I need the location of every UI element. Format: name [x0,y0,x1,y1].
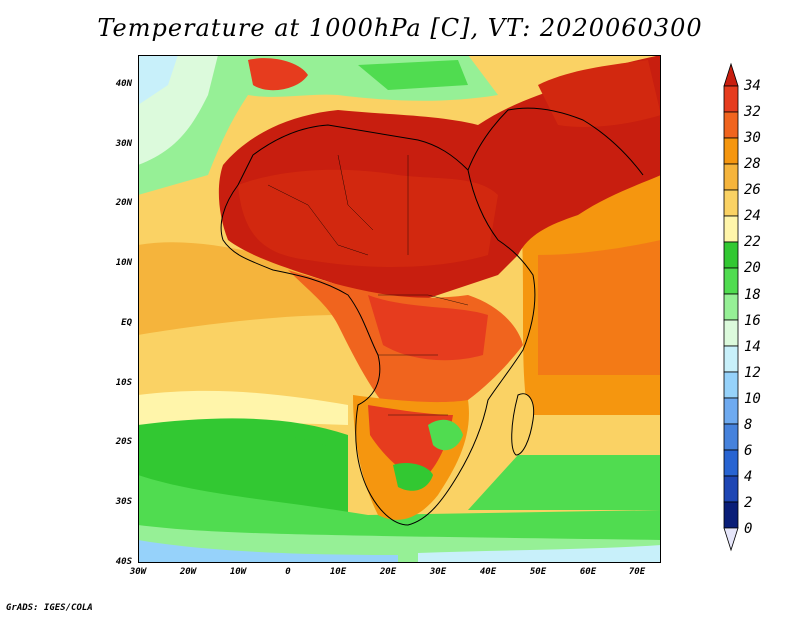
y-tick-label: 30N [115,139,132,149]
x-tick-label: 60E [579,567,597,577]
colorbar-segment [723,423,739,451]
colorbar-label: 0 [744,521,753,537]
colorbar-segment [723,475,739,503]
colorbar-label: 22 [744,234,761,250]
colorbar-segment [723,527,739,552]
map-title: Temperature at 1000hPa [C], VT: 20200603… [97,14,703,42]
colorbar-segment [723,293,739,321]
colorbar-segment [723,62,739,87]
colorbar-segment [723,397,739,425]
x-tick-label: 10W [229,567,247,577]
colorbar-label: 20 [744,260,761,276]
colorbar-segment [723,163,739,191]
colorbar-label: 34 [744,78,761,94]
colorbar-label: 16 [744,313,761,329]
y-tick-label: 30S [115,497,132,507]
x-tick-label: 10E [329,567,347,577]
colorbar-label: 24 [744,208,761,224]
colorbar-segment [723,267,739,295]
colorbar-segment [723,85,739,113]
x-tick-label: 40E [479,567,497,577]
colorbar-label: 8 [744,417,753,433]
colorbar-segment [723,345,739,373]
colorbar-segment [723,241,739,269]
country-borders [267,154,469,416]
colorbar-segment [723,137,739,165]
x-tick-label: 30E [429,567,447,577]
x-tick-label: 70E [628,567,646,577]
colorbar-segment [723,371,739,399]
x-tick-label: 0 [285,567,291,577]
colorbar-label: 10 [744,391,761,407]
colorbar-segment [723,189,739,217]
y-tick-label: 20S [115,437,132,447]
y-tick-label: 10S [115,378,132,388]
colorbar-label: 14 [744,339,761,355]
colorbar-segment [723,319,739,347]
grads-credit: GrADS: IGES/COLA [6,603,93,613]
colorbar-label: 32 [744,104,761,120]
colorbar-label: 4 [744,469,753,485]
colorbar-segment [723,111,739,139]
colorbar-label: 26 [744,182,761,198]
colorbar-segment [723,215,739,243]
colorbar-segment [723,501,739,529]
x-tick-label: 30W [129,567,147,577]
colorbar-label: 18 [744,287,761,303]
x-tick-label: 50E [529,567,547,577]
y-tick-label: 40N [115,79,132,89]
colorbar [723,62,739,552]
colorbar-label: 2 [744,495,753,511]
coastlines [220,107,644,526]
colorbar-label: 28 [744,156,761,172]
colorbar-label: 12 [744,365,761,381]
colorbar-label: 6 [744,443,753,459]
x-tick-label: 20E [379,567,397,577]
y-tick-label: 40S [115,557,132,567]
y-tick-label: EQ [121,318,132,328]
x-tick-label: 20W [179,567,197,577]
y-tick-label: 10N [115,258,132,268]
temperature-map [138,55,661,563]
colorbar-label: 30 [744,130,761,146]
land-field [218,55,661,520]
colorbar-segment [723,449,739,477]
y-tick-label: 20N [115,198,132,208]
